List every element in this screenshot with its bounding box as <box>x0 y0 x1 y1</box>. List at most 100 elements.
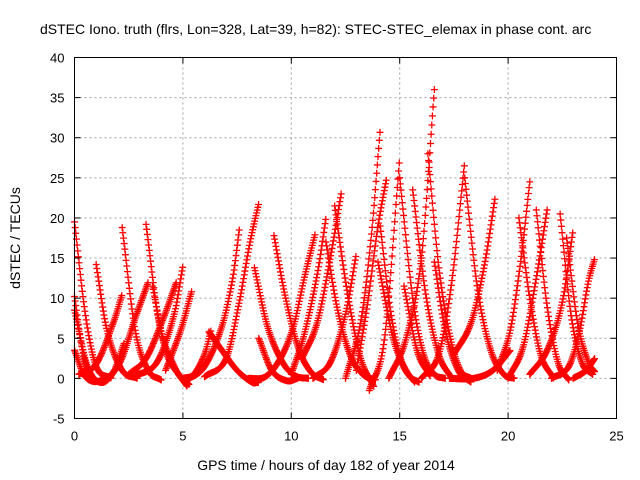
data-point <box>255 285 263 293</box>
data-point <box>233 241 241 249</box>
x-tick-label: 25 <box>609 429 623 444</box>
data-point <box>369 262 377 270</box>
data-point <box>430 331 437 339</box>
data-point <box>171 308 179 316</box>
data-point <box>413 219 421 226</box>
data-point <box>273 246 281 254</box>
data-point <box>402 231 410 239</box>
data-point <box>400 282 408 290</box>
data-point <box>378 200 386 208</box>
data-point <box>253 206 261 214</box>
data-point <box>569 324 577 332</box>
data-point <box>364 296 372 304</box>
data-point <box>376 222 384 230</box>
data-point <box>95 277 103 285</box>
data-point <box>430 220 438 228</box>
data-point <box>467 233 475 241</box>
data-point <box>329 237 337 245</box>
data-point <box>455 219 462 227</box>
data-point <box>347 309 355 317</box>
data-point <box>78 282 86 290</box>
data-point <box>481 261 488 269</box>
data-point <box>294 374 302 382</box>
data-point <box>479 268 487 276</box>
data-point <box>447 281 455 289</box>
data-point <box>370 202 378 209</box>
data-point <box>485 234 493 242</box>
data-point <box>398 199 406 207</box>
data-arc <box>183 226 243 384</box>
data-point <box>386 285 393 292</box>
data-point <box>543 299 551 307</box>
data-point <box>466 221 474 229</box>
data-point <box>311 231 319 239</box>
y-tick-label: 25 <box>50 171 64 186</box>
data-point <box>306 249 314 257</box>
data-point <box>570 327 578 335</box>
data-point <box>174 295 181 302</box>
data-point <box>568 277 576 285</box>
data-point <box>427 140 434 147</box>
chart-title: dSTEC Iono. truth (flrs, Lon=328, Lat=39… <box>40 21 591 37</box>
data-point <box>78 340 86 348</box>
data-point <box>335 312 343 320</box>
data-point <box>312 277 320 285</box>
data-point <box>356 348 364 356</box>
data-point <box>82 312 90 320</box>
data-point <box>270 232 278 240</box>
data-point <box>482 327 490 335</box>
y-tick-label: 35 <box>50 91 64 106</box>
data-point <box>306 252 314 260</box>
data-point <box>144 236 152 244</box>
data-point <box>425 164 433 171</box>
data-point <box>381 331 389 339</box>
data-point <box>71 224 79 232</box>
data-point <box>579 310 587 318</box>
data-point <box>87 342 95 350</box>
data-point <box>366 243 374 251</box>
data-point <box>351 260 359 268</box>
data-point <box>580 303 588 311</box>
data-point <box>232 316 240 324</box>
data-point <box>250 264 258 272</box>
data-point <box>277 268 284 276</box>
data-point <box>299 279 307 287</box>
data-point <box>478 309 486 317</box>
data-point <box>122 256 130 264</box>
data-point <box>486 225 494 233</box>
data-point <box>357 316 365 324</box>
y-tick-label: 15 <box>50 251 64 266</box>
data-point <box>74 324 82 332</box>
data-point <box>426 313 434 321</box>
data-arc <box>396 174 449 382</box>
data-arc <box>287 215 330 378</box>
data-point <box>353 335 361 343</box>
data-point <box>409 191 417 199</box>
data-point <box>100 311 108 319</box>
data-point <box>387 326 395 333</box>
data-point <box>236 296 244 304</box>
data-point <box>309 290 317 298</box>
data-point <box>415 241 423 249</box>
data-point <box>231 319 239 327</box>
data-point <box>414 326 422 334</box>
data-point <box>465 215 473 223</box>
data-point <box>406 268 413 275</box>
data-point <box>337 190 345 198</box>
data-point <box>558 229 566 237</box>
data-point <box>99 303 107 311</box>
data-point <box>223 303 231 311</box>
data-point <box>434 253 442 261</box>
data-point <box>288 320 295 328</box>
data-point <box>283 300 291 308</box>
data-point <box>570 298 578 306</box>
data-point <box>479 316 487 324</box>
data-point <box>395 167 403 175</box>
data-point <box>305 254 313 262</box>
data-point <box>456 200 464 208</box>
data-point <box>417 339 424 347</box>
data-point <box>295 297 303 305</box>
data-point <box>337 248 345 255</box>
data-point <box>365 287 373 295</box>
data-point <box>78 343 86 351</box>
